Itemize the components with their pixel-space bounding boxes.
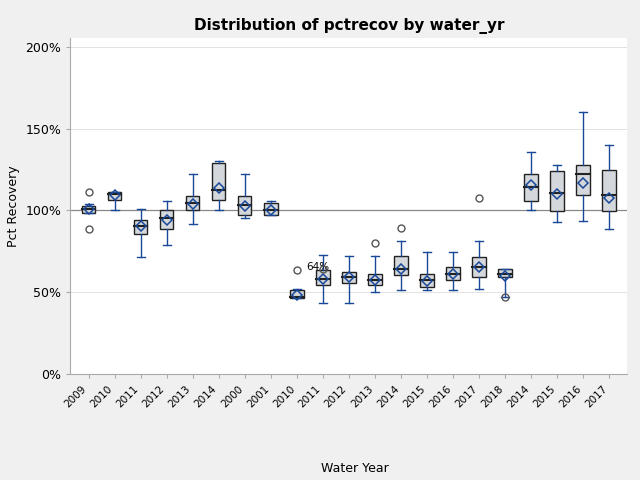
Text: 64%: 64% [306, 262, 329, 272]
Bar [472, 257, 486, 277]
Title: Distribution of pctrecov by water_yr: Distribution of pctrecov by water_yr [193, 18, 504, 34]
Bar [576, 166, 589, 195]
Bar [394, 255, 408, 275]
Bar [134, 219, 147, 234]
Bar [550, 171, 564, 211]
Bar [290, 290, 303, 298]
Bar [420, 274, 434, 287]
Bar [446, 267, 460, 280]
Text: Water Year: Water Year [321, 462, 389, 475]
Bar [498, 269, 511, 277]
Bar [82, 205, 95, 213]
Bar [524, 174, 538, 202]
Bar [368, 274, 381, 285]
Bar [186, 196, 200, 210]
Bar [212, 163, 225, 200]
Bar [238, 196, 252, 215]
Bar [264, 203, 278, 215]
Bar [108, 192, 122, 200]
Bar [342, 272, 356, 283]
Y-axis label: Pct Recovery: Pct Recovery [7, 166, 20, 247]
Bar [602, 170, 616, 211]
Bar [160, 210, 173, 229]
Bar [316, 270, 330, 285]
